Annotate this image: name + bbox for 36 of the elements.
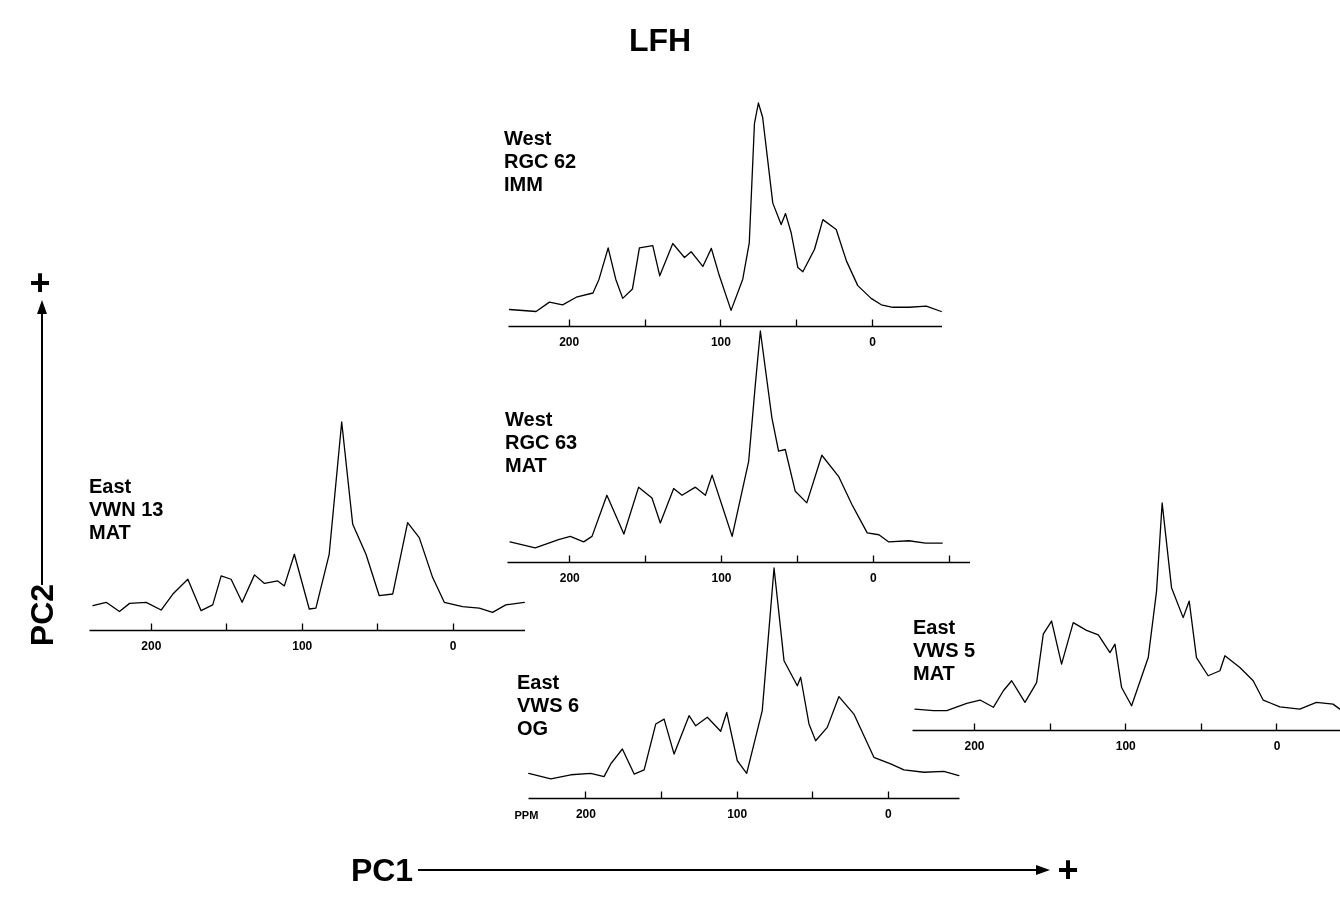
x-tick-label: 100 (727, 806, 748, 821)
annotation: East (89, 475, 132, 497)
x-tick-label: 0 (449, 638, 457, 653)
text: PC1 (350, 852, 414, 888)
annotation: East (913, 616, 956, 638)
x-tick-label: 200 (559, 570, 581, 585)
x-tick-label: 100 (710, 334, 732, 349)
annotation: West (505, 408, 553, 430)
x-tick-label: 200 (141, 638, 162, 653)
text: + (29, 262, 51, 303)
x-tick-label: 0 (869, 334, 877, 349)
x-tick-label: 0 (1273, 738, 1281, 753)
text: PC2 (24, 583, 60, 647)
annotation: OG (517, 717, 549, 739)
x-tick-label: 100 (292, 638, 313, 653)
annotation: RGC 63 (505, 431, 578, 453)
x-axis-title: PPM (514, 808, 539, 821)
annotation: East (517, 671, 560, 693)
annotation: VWS 5 (913, 639, 976, 661)
annotation: RGC 62 (504, 150, 577, 172)
x-tick-label: 200 (559, 334, 580, 349)
x-tick-label: 0 (885, 806, 893, 821)
x-tick-label: 100 (711, 570, 732, 585)
annotation: MAT (913, 662, 955, 684)
text: + (1057, 849, 1079, 890)
x-tick-label: 0 (870, 570, 877, 585)
x-tick-label: 200 (575, 806, 597, 821)
x-tick-label: 200 (964, 738, 985, 753)
annotation: West (504, 127, 552, 149)
annotation: IMM (504, 173, 543, 195)
annotation: VWN 13 (89, 498, 164, 520)
text: LFH (628, 22, 692, 58)
annotation: MAT (505, 454, 547, 476)
x-tick-label: 100 (1115, 738, 1137, 753)
annotation: MAT (89, 521, 131, 543)
annotation: VWS 6 (517, 694, 580, 716)
